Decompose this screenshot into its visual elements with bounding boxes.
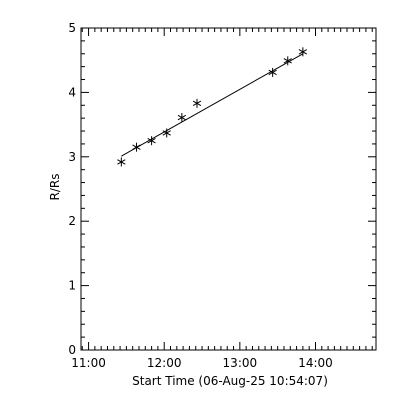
- axes: [80, 27, 377, 351]
- data-point: [298, 47, 308, 57]
- x-tick-label: 11:00: [71, 356, 106, 370]
- y-tick-label: 0: [68, 343, 76, 357]
- plot-frame: [80, 27, 377, 351]
- x-tick-label: 12:00: [147, 356, 182, 370]
- data-point: [177, 113, 187, 123]
- y-tick-label: 3: [68, 150, 76, 164]
- data-point: [162, 128, 171, 138]
- x-tick-label: 13:00: [223, 356, 258, 370]
- data-point: [283, 56, 292, 66]
- data-point: [147, 136, 156, 146]
- y-tick-label: 5: [68, 21, 76, 35]
- data-point: [117, 157, 126, 167]
- y-axis-title: R/Rs: [48, 174, 62, 201]
- fit-line-layer: [121, 53, 304, 157]
- y-tick-label: 2: [68, 214, 76, 228]
- data-point: [132, 142, 141, 152]
- data-point: [268, 67, 277, 77]
- x-tick-label: 14:00: [298, 356, 333, 370]
- x-axis-title: Start Time (06-Aug-25 10:54:07): [132, 374, 328, 388]
- data-points: [117, 47, 308, 167]
- y-tick-label: 4: [68, 85, 76, 99]
- y-tick-label: 1: [68, 279, 76, 293]
- data-point: [192, 98, 202, 108]
- fit-line: [121, 53, 304, 157]
- ticks: 11:00 12:00 13:00 14:00 0 1 2 3 4 5: [68, 21, 376, 370]
